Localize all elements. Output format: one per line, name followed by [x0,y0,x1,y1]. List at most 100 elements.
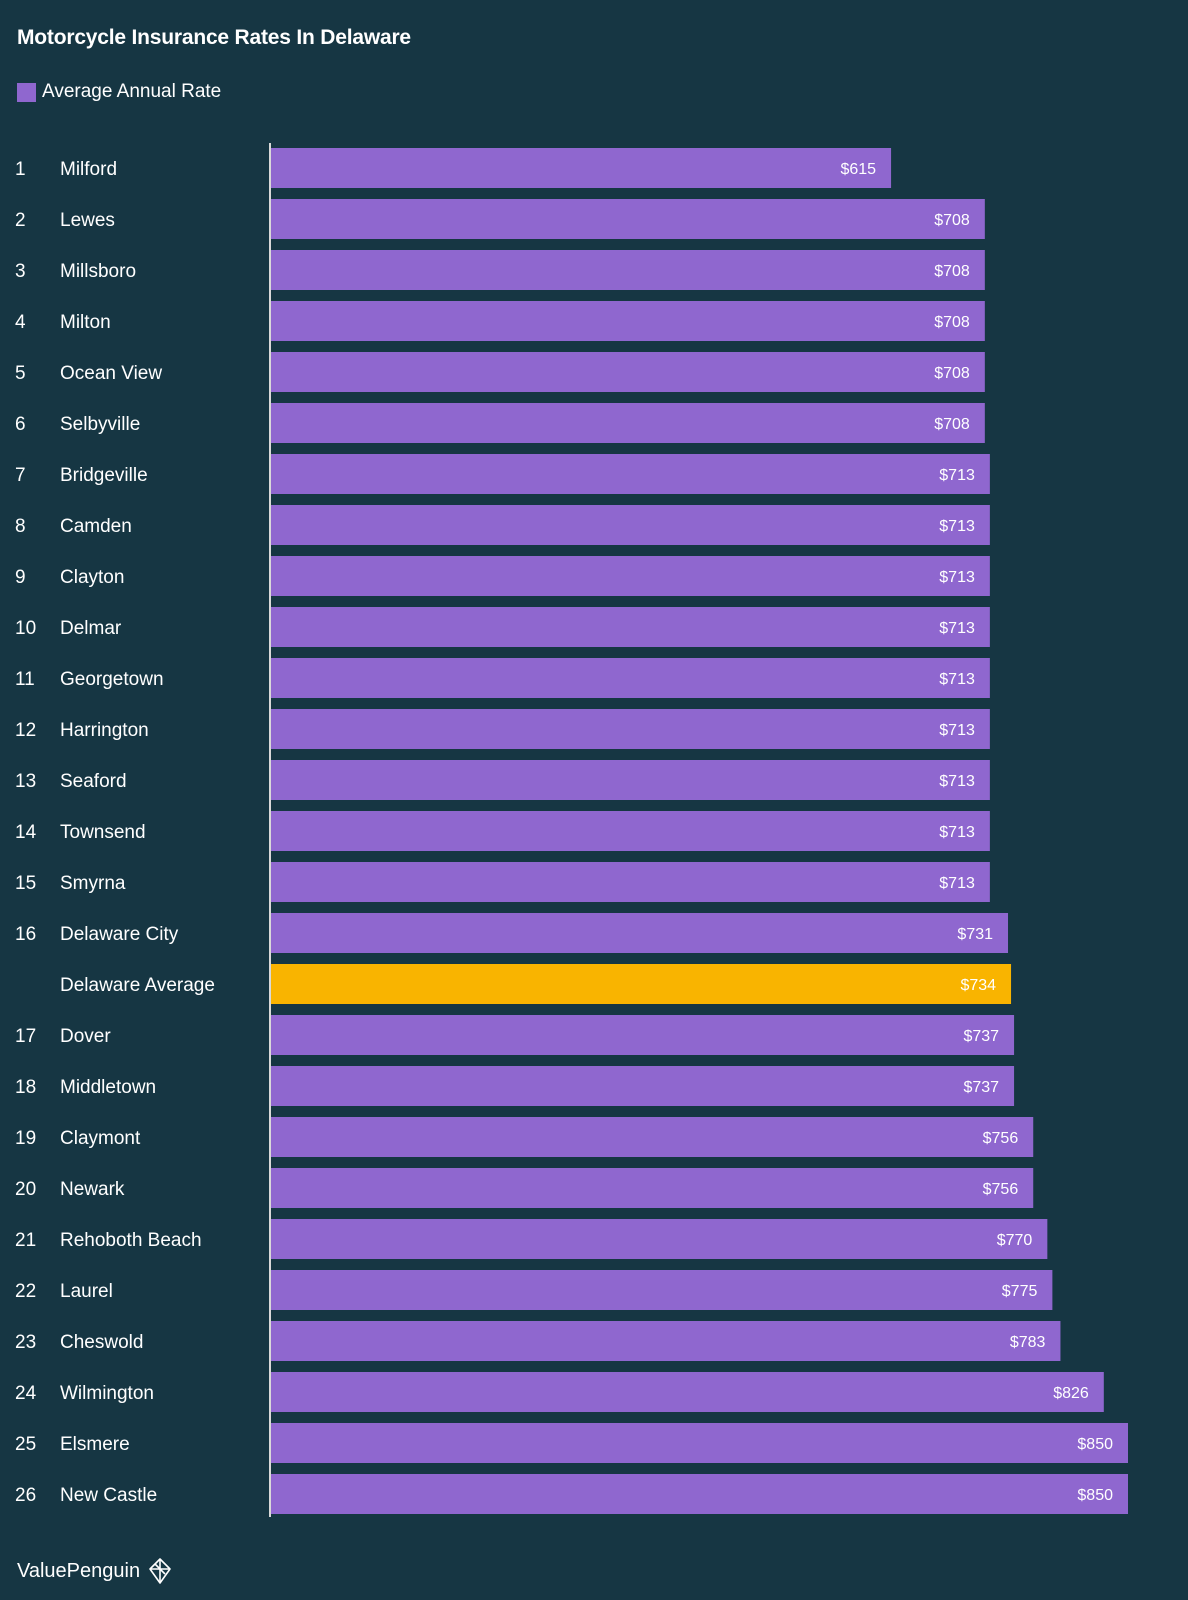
category-label: Selbyville [60,414,140,435]
category-label: Camden [60,516,132,537]
rank-label: 9 [15,567,26,588]
category-label: Clayton [60,567,124,588]
rank-label: 15 [15,873,36,894]
data-label: $850 [1077,1487,1113,1504]
category-label: Cheswold [60,1332,143,1353]
data-label: $713 [939,875,975,892]
rank-label: 17 [15,1026,36,1047]
data-label: $756 [983,1181,1019,1198]
bar [271,1219,1048,1259]
data-label: $713 [939,671,975,688]
data-label: $850 [1077,1436,1113,1453]
bar [271,148,892,188]
legend-label: Average Annual Rate [42,81,222,102]
category-label: Delmar [60,618,122,639]
bar [271,913,1009,953]
rank-label: 19 [15,1128,36,1149]
bar [271,1015,1015,1055]
category-label: Georgetown [60,669,164,690]
rank-label: 10 [15,618,36,639]
data-label: $737 [963,1028,999,1045]
rank-label: 22 [15,1281,36,1302]
data-label: $708 [934,365,970,382]
rank-label: 12 [15,720,36,741]
chart-title: Motorcycle Insurance Rates In Delaware [17,26,411,49]
bar [271,1372,1104,1412]
rank-label: 5 [15,363,26,384]
bar-chart: 1 Milford $615 2 Lewes $708 3 Millsboro $708 4 Mil… [15,143,1128,1517]
category-label: Smyrna [60,873,126,894]
data-label: $708 [934,416,970,433]
rank-label: 6 [15,414,26,435]
data-label: $734 [960,977,996,994]
data-label: $713 [939,467,975,484]
category-label: Wilmington [60,1383,154,1404]
rank-label: 14 [15,822,37,843]
rank-label: 7 [15,465,26,486]
rank-label: 16 [15,924,36,945]
bar [271,1270,1053,1310]
bar [271,760,990,800]
category-label: Delaware City [60,924,179,945]
rank-label: 26 [15,1485,36,1506]
bar [271,199,985,239]
rank-label: 20 [15,1179,36,1200]
rank-label: 1 [15,159,26,180]
bar [271,1066,1015,1106]
data-label: $775 [1002,1283,1038,1300]
rank-label: 11 [15,669,35,690]
legend-swatch [17,82,36,102]
data-label: $826 [1053,1385,1089,1402]
bar [271,1117,1034,1157]
bar [271,352,985,392]
bar [271,454,990,494]
bar [271,607,990,647]
rank-label: 21 [15,1230,36,1251]
bar [271,658,990,698]
data-label: $708 [934,314,970,331]
data-label: $615 [840,161,876,178]
category-label: Milton [60,312,111,333]
data-label: $713 [939,620,975,637]
data-label: $783 [1010,1334,1046,1351]
category-label: Milford [60,159,117,180]
data-label: $737 [963,1079,999,1096]
data-label: $713 [939,518,975,535]
bar [271,862,990,902]
data-label: $713 [939,722,975,739]
rank-label: 8 [15,516,26,537]
rank-label: 13 [15,771,36,792]
bar [271,250,985,290]
bar [271,1321,1061,1361]
brand-name: ValuePenguin [17,1559,141,1582]
data-label: $708 [934,212,970,229]
category-label: Newark [60,1179,125,1200]
category-label: Millsboro [60,261,136,282]
category-label: New Castle [60,1485,157,1506]
data-label: $713 [939,824,975,841]
category-label: Harrington [60,720,149,741]
bar [271,403,985,443]
rank-label: 4 [15,312,26,333]
category-label: Ocean View [60,363,162,384]
category-label: Claymont [60,1128,141,1149]
category-label: Middletown [60,1077,156,1098]
rank-label: 18 [15,1077,36,1098]
category-label: Rehoboth Beach [60,1230,202,1251]
chart-legend: Average Annual Rate [17,81,221,103]
rank-label: 23 [15,1332,36,1353]
category-label: Delaware Average [60,975,215,996]
data-label: $713 [939,773,975,790]
category-label: Dover [60,1026,111,1047]
category-label: Bridgeville [60,465,148,486]
rank-label: 2 [15,210,26,231]
bar [271,811,990,851]
data-label: $713 [939,569,975,586]
category-label: Lewes [60,210,115,231]
category-label: Townsend [60,822,146,843]
rank-label: 24 [15,1383,37,1404]
category-label: Seaford [60,771,127,792]
bar [271,1474,1128,1514]
category-label: Laurel [60,1281,113,1302]
bar [271,505,990,545]
